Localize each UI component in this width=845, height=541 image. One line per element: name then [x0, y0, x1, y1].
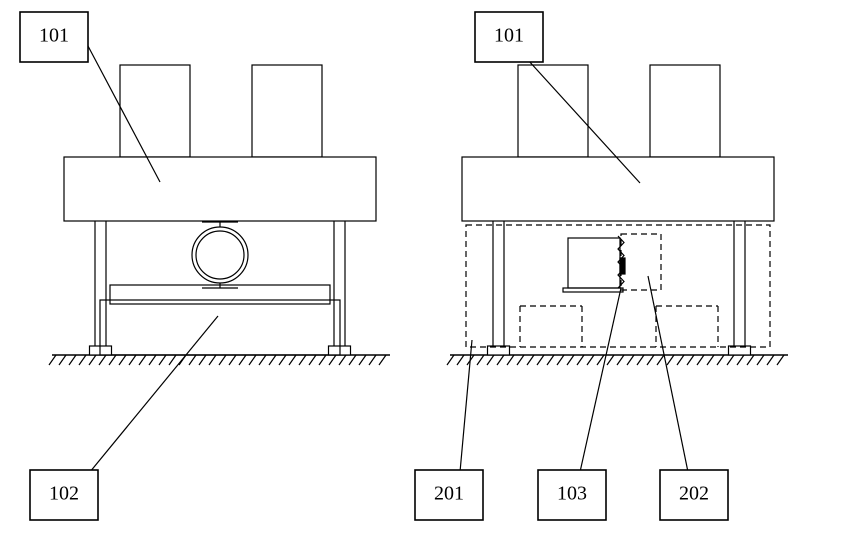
ground-hatch — [627, 355, 634, 365]
ground-hatch — [319, 355, 326, 365]
ground-hatch — [99, 355, 106, 365]
ground-hatch — [379, 355, 386, 365]
ground-hatch — [487, 355, 494, 365]
ground-hatch — [169, 355, 176, 365]
ground-hatch — [289, 355, 296, 365]
label-text-l101_left: 101 — [39, 25, 69, 47]
ground-hatch — [79, 355, 86, 365]
ground-hatch — [299, 355, 306, 365]
left-block-2 — [252, 65, 322, 157]
right-dashed-outer — [466, 225, 770, 347]
label-text-l202: 202 — [679, 483, 709, 505]
ground-hatch — [697, 355, 704, 365]
ground-hatch — [667, 355, 674, 365]
ground-hatch — [49, 355, 56, 365]
ground-hatch — [507, 355, 514, 365]
right-flange — [563, 288, 623, 292]
left-base — [100, 300, 340, 355]
ground-hatch — [329, 355, 336, 365]
ground-hatch — [597, 355, 604, 365]
ground-hatch — [687, 355, 694, 365]
label-text-l201: 201 — [434, 483, 464, 505]
ground-hatch — [527, 355, 534, 365]
ground-hatch — [617, 355, 624, 365]
ground-hatch — [259, 355, 266, 365]
ground-hatch — [707, 355, 714, 365]
ground-hatch — [149, 355, 156, 365]
ground-hatch — [239, 355, 246, 365]
ground-hatch — [119, 355, 126, 365]
ground-hatch — [457, 355, 464, 365]
pipe-inner — [196, 231, 244, 279]
right-block-1 — [518, 65, 588, 157]
ground-hatch — [109, 355, 116, 365]
ground-hatch — [677, 355, 684, 365]
label-text-l102: 102 — [49, 483, 79, 505]
ground-hatch — [159, 355, 166, 365]
ground-hatch — [547, 355, 554, 365]
leader-l103 — [580, 288, 621, 472]
ground-hatch — [129, 355, 136, 365]
ground-hatch — [517, 355, 524, 365]
ground-hatch — [567, 355, 574, 365]
ground-hatch — [339, 355, 346, 365]
ground-hatch — [249, 355, 256, 365]
ground-hatch — [69, 355, 76, 365]
right-beam — [462, 157, 774, 221]
ground-hatch — [477, 355, 484, 365]
ground-hatch — [219, 355, 226, 365]
ground-hatch — [497, 355, 504, 365]
left-block-1 — [120, 65, 190, 157]
right-dashed-pipe — [621, 234, 661, 290]
ground-hatch — [229, 355, 236, 365]
ground-hatch — [369, 355, 376, 365]
ground-hatch — [279, 355, 286, 365]
ground-hatch — [577, 355, 584, 365]
ground-hatch — [647, 355, 654, 365]
ground-hatch — [269, 355, 276, 365]
ground-hatch — [447, 355, 454, 365]
ground-hatch — [209, 355, 216, 365]
ground-hatch — [657, 355, 664, 365]
ground-hatch — [607, 355, 614, 365]
ground-hatch — [59, 355, 66, 365]
leader-l102 — [85, 316, 218, 478]
label-text-l103: 103 — [557, 483, 587, 505]
ground-hatch — [777, 355, 784, 365]
leader-l201 — [460, 340, 472, 472]
ground-hatch — [757, 355, 764, 365]
ground-hatch — [737, 355, 744, 365]
left-beam — [64, 157, 376, 221]
ground-hatch — [309, 355, 316, 365]
ground-hatch — [747, 355, 754, 365]
ground-hatch — [637, 355, 644, 365]
ground-hatch — [139, 355, 146, 365]
ground-hatch — [89, 355, 96, 365]
pipe-outer — [192, 227, 248, 283]
ground-hatch — [587, 355, 594, 365]
ground-hatch — [727, 355, 734, 365]
ground-hatch — [537, 355, 544, 365]
ground-hatch — [557, 355, 564, 365]
right-block-2 — [650, 65, 720, 157]
ground-hatch — [349, 355, 356, 365]
right-pipe-box — [568, 238, 620, 288]
ground-hatch — [767, 355, 774, 365]
ground-hatch — [717, 355, 724, 365]
right-small-tab — [620, 258, 625, 274]
ground-hatch — [359, 355, 366, 365]
ground-hatch — [199, 355, 206, 365]
ground-hatch — [189, 355, 196, 365]
label-text-l101_right: 101 — [494, 25, 524, 47]
